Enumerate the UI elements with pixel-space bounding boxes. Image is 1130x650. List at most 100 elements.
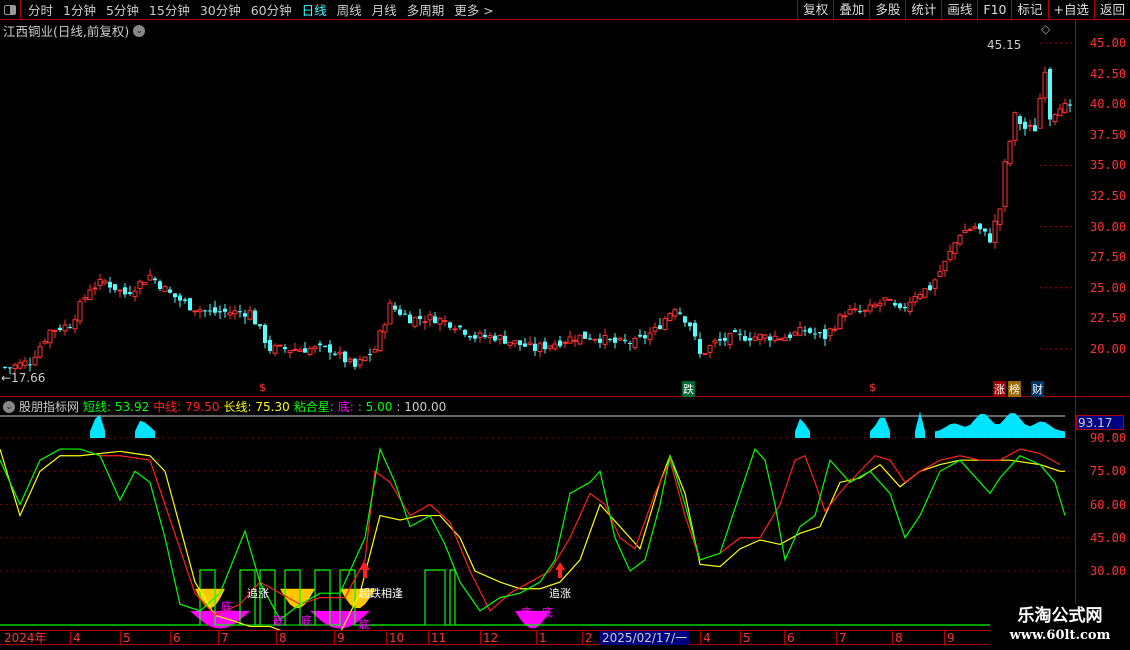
candle-body (862, 309, 868, 312)
price-tick: 45.00 (1090, 36, 1127, 50)
diamond-icon[interactable]: ◇ (1041, 22, 1051, 36)
candle-body (32, 356, 38, 366)
period-tab[interactable]: 日线 (301, 3, 327, 18)
cai-badge[interactable]: 财 (1031, 381, 1044, 397)
price-tick: 40.00 (1090, 97, 1127, 112)
candle-body (97, 279, 103, 286)
period-tab[interactable]: 多周期 (406, 3, 445, 18)
toolbar-button[interactable]: +自选 (1047, 0, 1094, 20)
watermark-url: www.60lt.com (1009, 628, 1111, 643)
candle-body (203, 310, 207, 312)
period-tab[interactable]: 15分钟 (148, 3, 190, 18)
candle-body (197, 309, 203, 313)
candle-body (507, 341, 513, 346)
toolbar-button[interactable]: 返回 (1093, 0, 1130, 20)
candle-body (1052, 114, 1058, 123)
candle-body (638, 334, 642, 337)
candle-body (238, 311, 242, 313)
chevron-down-icon[interactable]: ⌄ (3, 400, 15, 413)
toolbar-button[interactable]: F10 (977, 0, 1011, 20)
candle-body (852, 308, 858, 311)
period-tab[interactable]: 更多 > (454, 3, 494, 18)
mid-label: 中线: (153, 400, 182, 414)
candle-body (263, 324, 267, 343)
price-tick: 20.00 (1090, 342, 1127, 356)
period-tab[interactable]: 60分钟 (250, 3, 292, 18)
toolbar-button[interactable]: 复权 (797, 0, 833, 20)
period-tab[interactable]: 5分钟 (105, 3, 139, 18)
long-label: 长线: (223, 400, 252, 414)
toolbar-button[interactable]: 画线 (941, 0, 977, 20)
sidebar-toggle-button[interactable] (0, 0, 21, 20)
candle-body (357, 359, 363, 366)
candle-body (827, 328, 833, 337)
candle-body (672, 309, 678, 317)
candle-body (842, 315, 848, 318)
candle-body (62, 324, 68, 332)
signal-marker: $ (869, 381, 876, 394)
candle-body (188, 298, 192, 311)
candle-body (882, 297, 888, 301)
candle-body (608, 338, 612, 340)
cyan-histogram (135, 420, 155, 438)
candle-body (738, 333, 742, 335)
price-tick: 37.50 (1090, 127, 1127, 142)
candle-body (422, 321, 428, 324)
indicator-header: ⌄ 股朋指标网 短线: 53.92 中线: 79.50 长线: 75.30 粘合… (3, 398, 446, 415)
candle-body (487, 335, 493, 339)
candle-body (22, 360, 28, 366)
candle-body (372, 348, 378, 353)
candle-body (178, 295, 182, 301)
candle-body (227, 312, 233, 316)
period-tab[interactable]: 分时 (28, 3, 54, 18)
candle-body (452, 328, 458, 331)
indicator-tick: 75.00 (1090, 464, 1127, 479)
candle-body (47, 329, 53, 344)
indicator-tick: 45.00 (1090, 530, 1127, 545)
candle-body (598, 338, 602, 343)
candle-body (957, 234, 963, 245)
candle-body (533, 343, 537, 351)
candle-body (947, 250, 953, 261)
candle-body (8, 367, 12, 369)
candle-body (52, 330, 58, 333)
zhangbang-badge[interactable]: 榜 (1008, 381, 1021, 397)
candle-body (643, 335, 647, 339)
candle-body (1048, 68, 1052, 120)
candle-body (123, 287, 127, 295)
short-line (0, 447, 1066, 621)
toolbar-button[interactable]: 统计 (905, 0, 941, 20)
candle-body (992, 220, 998, 243)
candle-body (782, 337, 788, 341)
period-tab[interactable]: 30分钟 (199, 3, 241, 18)
date-label: 7 (836, 631, 847, 645)
date-label: 11 (428, 631, 446, 645)
candle-body (743, 336, 747, 341)
candle-body (183, 299, 187, 301)
candle-body (497, 335, 503, 340)
candle-body (907, 301, 913, 313)
chevron-down-icon[interactable]: ⌄ (133, 24, 146, 37)
candle-body (213, 307, 217, 313)
period-tab[interactable]: 月线 (371, 3, 397, 18)
candle-body (42, 341, 48, 344)
candle-body (292, 348, 298, 351)
candle-body (418, 315, 422, 320)
candle-body (688, 322, 692, 327)
date-label: 2024年 (4, 631, 47, 645)
period-toolbar: 分时 1分钟 5分钟 15分钟 30分钟 60分钟 日线 周线 月线 多周期 更多 > 复权 叠加 多股… (0, 0, 1130, 20)
die-badge[interactable]: 跌 (682, 381, 695, 397)
candle-body (28, 364, 32, 366)
toolbar-button[interactable]: 叠加 (833, 0, 869, 20)
price-tick: 22.50 (1090, 311, 1127, 326)
indicator-name[interactable]: 股朋指标网 (19, 400, 80, 414)
candle-body (168, 289, 172, 293)
period-tab[interactable]: 周线 (336, 3, 362, 18)
candle-body (362, 356, 368, 361)
toolbar-button[interactable]: 多股 (869, 0, 905, 20)
zhangbang-badge[interactable]: 涨 (993, 381, 1006, 397)
signal-bottom: 底 (221, 600, 232, 613)
period-tab[interactable]: 1分钟 (63, 3, 96, 18)
toolbar-button[interactable]: 标记 (1011, 0, 1047, 20)
candle-body (77, 301, 83, 322)
